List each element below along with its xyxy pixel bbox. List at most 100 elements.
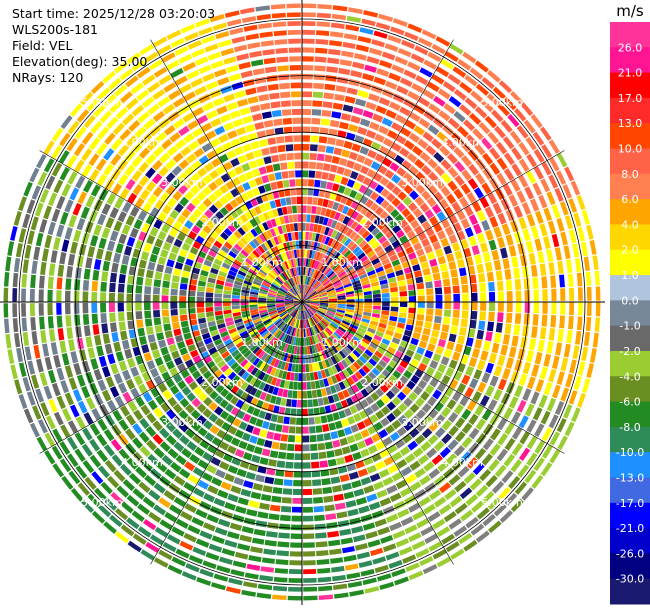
velocity-gate xyxy=(363,291,372,296)
velocity-gate xyxy=(417,379,428,390)
velocity-gate xyxy=(211,535,225,545)
velocity-gate xyxy=(74,448,86,462)
velocity-gate xyxy=(395,380,405,390)
velocity-gate xyxy=(367,327,376,334)
velocity-gate xyxy=(331,111,342,119)
velocity-gate xyxy=(100,481,113,495)
velocity-gate xyxy=(399,235,409,244)
velocity-gate xyxy=(80,206,90,219)
velocity-gate xyxy=(285,294,295,299)
velocity-gate xyxy=(271,110,282,118)
velocity-gate xyxy=(410,337,419,346)
velocity-gate xyxy=(399,375,409,385)
velocity-gate xyxy=(4,318,10,334)
velocity-gate xyxy=(431,454,443,466)
velocity-gate xyxy=(366,250,376,259)
velocity-gate xyxy=(170,37,185,48)
velocity-gate xyxy=(530,391,540,405)
velocity-gate xyxy=(18,196,28,212)
velocity-gate xyxy=(154,238,164,248)
velocity-gate xyxy=(284,298,294,301)
velocity-gate xyxy=(91,510,106,524)
velocity-gate xyxy=(415,248,425,257)
velocity-gate xyxy=(297,214,302,222)
velocity-gate xyxy=(251,285,260,291)
velocity-gate xyxy=(444,294,452,302)
velocity-gate xyxy=(534,210,544,224)
velocity-gate xyxy=(286,12,301,18)
velocity-gate xyxy=(302,298,311,302)
velocity-gate xyxy=(224,191,234,202)
velocity-gate xyxy=(399,290,408,297)
velocity-gate xyxy=(187,302,196,308)
velocity-gate xyxy=(139,336,148,346)
velocity-gate xyxy=(174,261,184,270)
velocity-gate xyxy=(158,339,167,349)
velocity-gate xyxy=(254,379,262,389)
velocity-gate xyxy=(192,546,207,557)
velocity-gate xyxy=(275,303,285,307)
velocity-gate xyxy=(389,341,399,350)
velocity-gate xyxy=(464,386,475,398)
velocity-gate xyxy=(349,364,358,373)
velocity-gate xyxy=(297,391,302,399)
velocity-gate xyxy=(42,343,50,357)
velocity-gate xyxy=(378,125,389,135)
velocity-gate xyxy=(251,168,261,178)
velocity-gate xyxy=(255,235,263,245)
velocity-gate xyxy=(339,324,348,331)
velocity-gate xyxy=(337,302,346,305)
velocity-gate xyxy=(342,546,355,554)
velocity-gate xyxy=(106,399,117,412)
velocity-gate xyxy=(308,268,313,277)
velocity-gate xyxy=(184,219,194,230)
velocity-gate xyxy=(387,464,399,474)
velocity-gate xyxy=(279,82,290,90)
velocity-gate xyxy=(332,5,348,12)
velocity-gate xyxy=(303,310,306,320)
velocity-gate xyxy=(207,485,219,495)
velocity-gate xyxy=(471,245,480,256)
velocity-gate xyxy=(129,206,140,218)
velocity-gate xyxy=(272,268,280,276)
velocity-gate xyxy=(312,488,323,495)
velocity-colorbar: m/s 26.021.017.013.010.08.06.04.02.01.00… xyxy=(610,2,650,605)
velocity-gate xyxy=(421,29,437,40)
velocity-gate xyxy=(240,295,249,300)
velocity-gate xyxy=(492,86,506,100)
velocity-gate xyxy=(285,315,292,324)
velocity-gate xyxy=(258,139,268,148)
velocity-gate xyxy=(443,511,457,523)
velocity-gate xyxy=(91,291,98,302)
velocity-gate xyxy=(281,313,289,320)
velocity-gate xyxy=(209,169,219,180)
velocity-gate xyxy=(289,289,297,296)
velocity-gate xyxy=(556,371,565,386)
velocity-gate xyxy=(258,213,266,223)
velocity-gate xyxy=(302,302,305,311)
velocity-gate xyxy=(223,306,232,311)
velocity-gate xyxy=(386,192,396,203)
velocity-gate xyxy=(310,302,320,305)
velocity-gate xyxy=(110,363,119,375)
velocity-gate xyxy=(337,391,345,401)
velocity-gate xyxy=(399,106,411,117)
velocity-gate xyxy=(281,370,288,380)
velocity-gate xyxy=(305,276,309,285)
velocity-gate xyxy=(248,160,258,169)
velocity-gate xyxy=(389,521,402,532)
velocity-gate xyxy=(364,436,374,447)
velocity-gate xyxy=(229,331,239,338)
velocity-gate xyxy=(190,185,201,195)
velocity-gate xyxy=(369,472,381,482)
velocity-gate xyxy=(297,284,301,294)
velocity-gate xyxy=(453,146,465,159)
velocity-gate xyxy=(327,308,336,313)
velocity-gate xyxy=(443,348,453,359)
velocity-gate xyxy=(259,575,274,582)
velocity-gate xyxy=(363,157,374,167)
velocity-gate xyxy=(386,412,396,423)
velocity-gate xyxy=(160,249,169,258)
velocity-gate xyxy=(101,323,109,334)
velocity-gate xyxy=(134,197,145,209)
